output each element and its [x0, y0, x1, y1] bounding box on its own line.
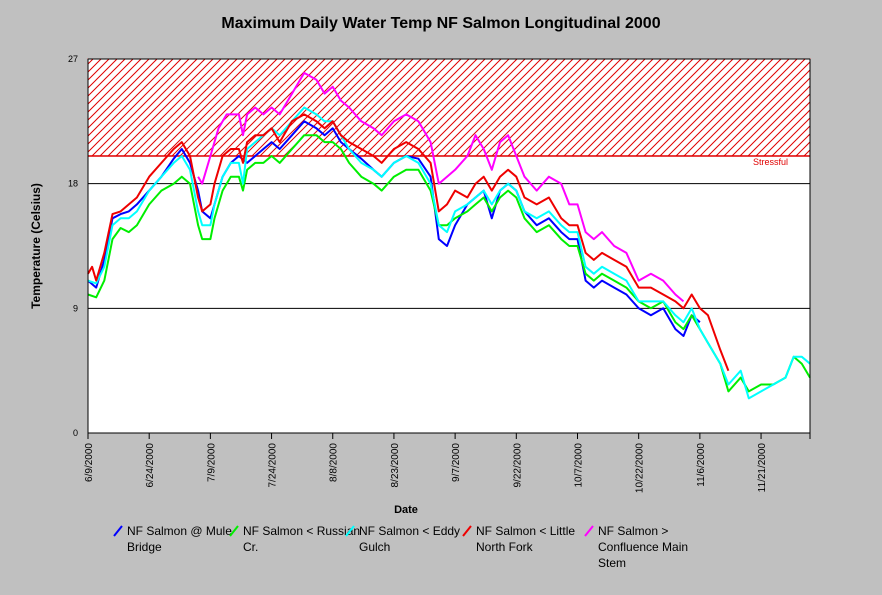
- y-tick-label: 9: [73, 303, 78, 313]
- legend-label: NF Salmon @ Mule Bridge: [127, 524, 232, 554]
- legend-label: NF Salmon < Russian Cr.: [243, 524, 361, 554]
- x-tick-label: 11/6/2000: [696, 443, 707, 487]
- x-tick-label: 7/24/2000: [268, 443, 279, 488]
- series-lines: [87, 71, 811, 400]
- x-tick-label: 9/7/2000: [451, 443, 462, 482]
- legend-swatch: [584, 525, 594, 537]
- y-tick-labels: 0 9 18 27: [68, 54, 78, 438]
- x-tick-label: 6/24/2000: [145, 443, 156, 488]
- series-line-3: [87, 106, 811, 400]
- series-line-4: [87, 113, 730, 372]
- x-axis-label: Date: [394, 504, 418, 516]
- chart-title: Maximum Daily Water Temp NF Salmon Longi…: [221, 15, 661, 32]
- x-tick-labels: 6/9/2000 6/24/2000 7/9/2000 7/24/2000 8/8/20…: [84, 443, 768, 493]
- x-tick-label: 8/23/2000: [390, 443, 401, 488]
- legend-swatch: [113, 525, 123, 537]
- x-tick-label: 7/9/2000: [206, 443, 217, 482]
- y-tick-label: 18: [68, 179, 78, 189]
- legend-swatch: [345, 525, 355, 537]
- legend-label: NF Salmon < Eddy Gulch: [359, 524, 461, 554]
- legend-swatch: [462, 525, 472, 537]
- y-tick-label: 27: [68, 54, 78, 64]
- stressful-band: [87, 58, 811, 157]
- y-tick-label: 0: [73, 428, 78, 438]
- legend-label: NF Salmon > Confluence Main Stem: [598, 524, 689, 570]
- axes: [87, 58, 811, 439]
- x-tick-label: 10/22/2000: [635, 443, 646, 493]
- x-tick-label: 6/9/2000: [84, 443, 95, 482]
- y-axis-label: Temperature (Celsius): [29, 183, 43, 309]
- x-tick-label: 9/22/2000: [512, 443, 523, 488]
- legend-swatch: [229, 525, 239, 537]
- x-tick-label: 8/8/2000: [329, 443, 340, 482]
- legend-label: NF Salmon < Little North Fork: [476, 524, 576, 554]
- x-tick-label: 11/21/2000: [757, 443, 768, 493]
- stressful-label: Stressful: [753, 157, 788, 167]
- grid-lines: [88, 183, 810, 309]
- x-tick-label: 10/7/2000: [573, 443, 584, 488]
- series-line-5: [197, 71, 685, 303]
